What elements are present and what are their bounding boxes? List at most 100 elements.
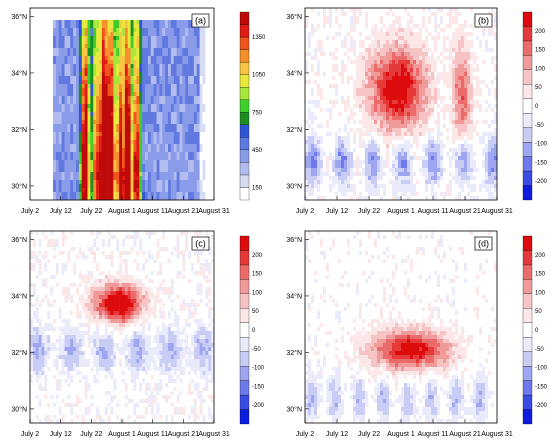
field-cell [335, 36, 339, 41]
field-cell [107, 152, 111, 157]
field-cell [389, 148, 393, 153]
field-cell [32, 172, 37, 177]
field-cell [350, 32, 354, 37]
field-cell [392, 12, 396, 17]
field-cell [338, 56, 342, 61]
field-cell [101, 180, 106, 185]
field-cell [156, 168, 160, 173]
field-cell [344, 68, 348, 73]
field-cell [116, 76, 120, 81]
field-cell [185, 68, 189, 73]
field-cell [332, 68, 336, 73]
field-cell [173, 80, 177, 85]
field-cell [332, 196, 336, 201]
field-cell [70, 28, 74, 33]
field-cell [332, 52, 336, 57]
field-cell [392, 160, 396, 165]
field-cell [55, 168, 60, 173]
field-cell [99, 112, 103, 117]
panel-a: July 2 July 12 July 22 August 1 August 11 Aug… [11, 7, 266, 215]
field-cell [168, 180, 172, 185]
field-cell [104, 108, 108, 113]
field-cell [211, 28, 215, 33]
field-cell [371, 148, 375, 153]
field-cell [47, 140, 51, 145]
field-cell [73, 152, 77, 157]
field-cell [87, 156, 91, 161]
field-cell [173, 196, 177, 201]
field-cell [93, 180, 97, 185]
panel-b: July 2 July 12 July 22 August 1 August 11 Aug… [286, 7, 548, 215]
field-cell [335, 144, 339, 149]
field-cell [344, 48, 348, 53]
field-cell [413, 80, 417, 85]
field-cell [58, 20, 62, 25]
field-cell [124, 60, 129, 65]
field-cell [145, 56, 149, 61]
field-cell [401, 192, 405, 197]
field-cell [73, 52, 77, 57]
field-cell [380, 28, 384, 33]
field-cell [419, 12, 423, 17]
field-cell [35, 60, 39, 65]
field-cell [124, 168, 129, 173]
field-cell [182, 188, 186, 193]
field-cell [87, 144, 91, 149]
field-cell [38, 80, 42, 85]
field-cell [392, 40, 396, 45]
field-cell [395, 28, 399, 33]
field-cell [380, 152, 384, 157]
field-cell [410, 180, 414, 185]
field-cell [179, 64, 183, 69]
field-cell [150, 180, 154, 185]
colorbar-tick-label: 1050 [252, 73, 266, 79]
field-cell [202, 132, 206, 137]
field-cell [326, 28, 330, 33]
field-cell [145, 88, 149, 93]
field-cell [170, 112, 175, 117]
field-cell [335, 64, 339, 69]
field-cell [356, 88, 360, 93]
field-cell [374, 56, 378, 61]
field-cell [422, 100, 426, 105]
field-cell [365, 80, 369, 85]
field-cell [179, 100, 183, 105]
field-cell [419, 36, 423, 41]
field-cell [38, 120, 42, 125]
field-cell [176, 28, 180, 33]
field-cell [428, 100, 432, 105]
field-cell [136, 92, 140, 97]
field-cell [44, 20, 48, 25]
field-cell [101, 44, 106, 49]
field-cell [116, 156, 120, 161]
field-cell [359, 192, 363, 197]
field-cell [416, 60, 420, 65]
field-cell [58, 40, 62, 45]
field-cell [50, 60, 54, 65]
field-cell [78, 188, 83, 193]
field-cell [323, 24, 327, 29]
field-cell [182, 80, 186, 85]
field-cell [205, 132, 209, 137]
field-cell [428, 176, 432, 181]
field-cell [47, 128, 51, 133]
field-cell [165, 196, 169, 201]
field-cell [386, 172, 390, 177]
field-cell [84, 192, 88, 197]
field-cell [341, 184, 345, 189]
field-cell [156, 148, 160, 153]
field-cell [410, 168, 414, 173]
field-cell [136, 76, 140, 81]
field-cell [401, 140, 405, 145]
field-cell [53, 108, 57, 113]
field-cell [389, 28, 393, 33]
field-cell [188, 108, 192, 113]
field-cell [196, 144, 200, 149]
field-cell [193, 72, 198, 77]
field-cell [335, 40, 339, 45]
field-cell [159, 60, 163, 65]
field-cell [362, 184, 366, 189]
field-cell [47, 72, 51, 77]
field-cell [53, 64, 57, 69]
field-cell [416, 144, 420, 149]
